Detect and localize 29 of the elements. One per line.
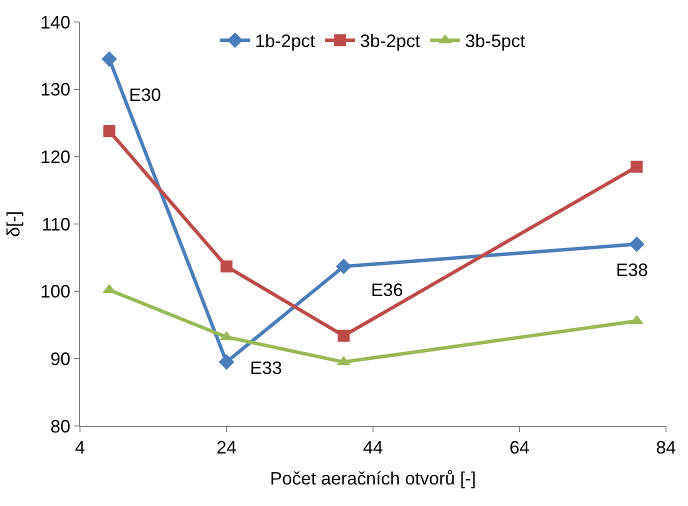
- point: [628, 236, 644, 252]
- x-tick-label: 24: [216, 438, 237, 458]
- y-tick-label: 110: [42, 214, 70, 234]
- y-tick-label: 140: [40, 12, 70, 32]
- y-axis-title: δ[-]: [4, 210, 24, 238]
- x-tick-label: 4: [74, 438, 86, 458]
- annotation: E38: [616, 260, 648, 280]
- annotation: E30: [129, 85, 162, 105]
- y-tick-label: 90: [50, 348, 70, 369]
- point: [630, 160, 643, 173]
- point: [218, 354, 234, 370]
- legend-label: 3b-2pct: [360, 31, 420, 52]
- y-tick-label: 80: [50, 416, 70, 436]
- annotation: E36: [371, 280, 404, 300]
- x-axis-title: Počet aeračních otvorů [-]: [270, 468, 476, 489]
- y-tick-label: 120: [40, 146, 70, 167]
- y-tick-label: 100: [40, 282, 70, 302]
- legend-label: 3b-5pct: [465, 31, 526, 52]
- point: [102, 51, 118, 67]
- x-tick-label: 64: [509, 438, 530, 458]
- legend-label: 1b-2pct: [255, 31, 316, 52]
- point: [338, 330, 350, 342]
- point: [220, 260, 232, 272]
- point: [336, 258, 352, 274]
- annotation: E33: [250, 358, 282, 378]
- y-tick-label: 130: [40, 80, 70, 100]
- x-tick-label: 44: [362, 438, 384, 458]
- point: [103, 125, 116, 138]
- x-tick-label: 84: [656, 438, 676, 458]
